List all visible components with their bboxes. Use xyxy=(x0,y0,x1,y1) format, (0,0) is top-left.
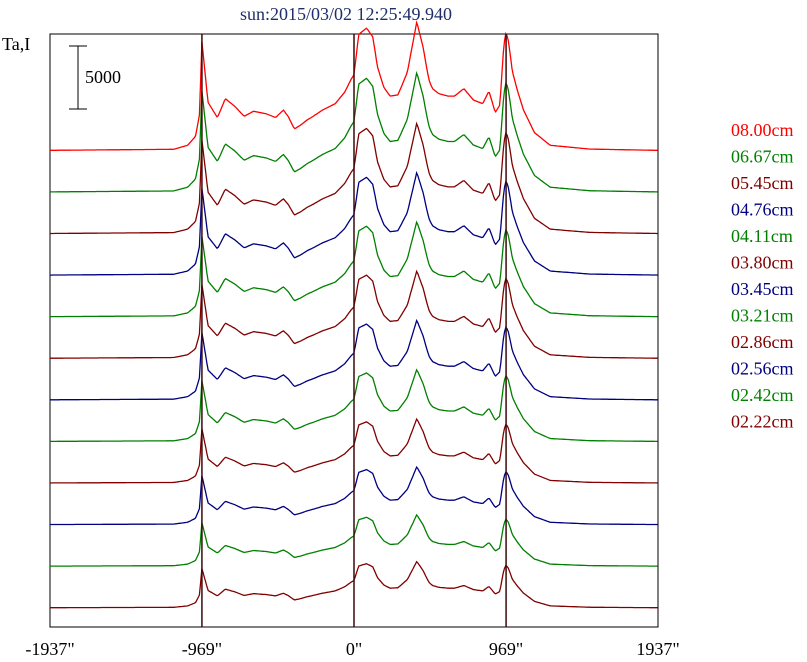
x-tick-label: -1937" xyxy=(25,639,74,659)
legend-entry: 04.76cm xyxy=(731,200,794,220)
reference-lines xyxy=(201,34,507,627)
chart-title: sun:2015/03/02 12:25:49.940 xyxy=(240,4,452,24)
legend: 08.00cm 06.67cm 05.45cm 04.76cm 04.11cm 03.80… xyxy=(731,120,794,432)
legend-entry: 02.86cm xyxy=(731,332,794,352)
legend-entry: 08.00cm xyxy=(731,120,794,140)
x-tick-label: -969" xyxy=(182,639,222,659)
legend-entry: 05.45cm xyxy=(731,173,794,193)
legend-entry: 03.80cm xyxy=(731,253,794,273)
legend-entry: 02.56cm xyxy=(731,359,794,379)
legend-entry: 03.45cm xyxy=(731,279,794,299)
scale-bar-label: 5000 xyxy=(85,67,121,87)
x-tick-label: 0" xyxy=(346,639,362,659)
x-tick-labels: -1937" -969" 0" 969" 1937" xyxy=(25,639,679,659)
x-tick-label: 1937" xyxy=(636,639,679,659)
legend-entry: 04.11cm xyxy=(731,226,793,246)
legend-entry: 02.42cm xyxy=(731,385,794,405)
x-tick-label: 969" xyxy=(489,639,523,659)
legend-entry: 03.21cm xyxy=(731,306,794,326)
y-axis-label: Ta,I xyxy=(2,34,30,54)
scale-bar: 5000 xyxy=(69,45,121,110)
legend-entry: 06.67cm xyxy=(731,147,794,167)
legend-entry: 02.22cm xyxy=(731,412,794,432)
